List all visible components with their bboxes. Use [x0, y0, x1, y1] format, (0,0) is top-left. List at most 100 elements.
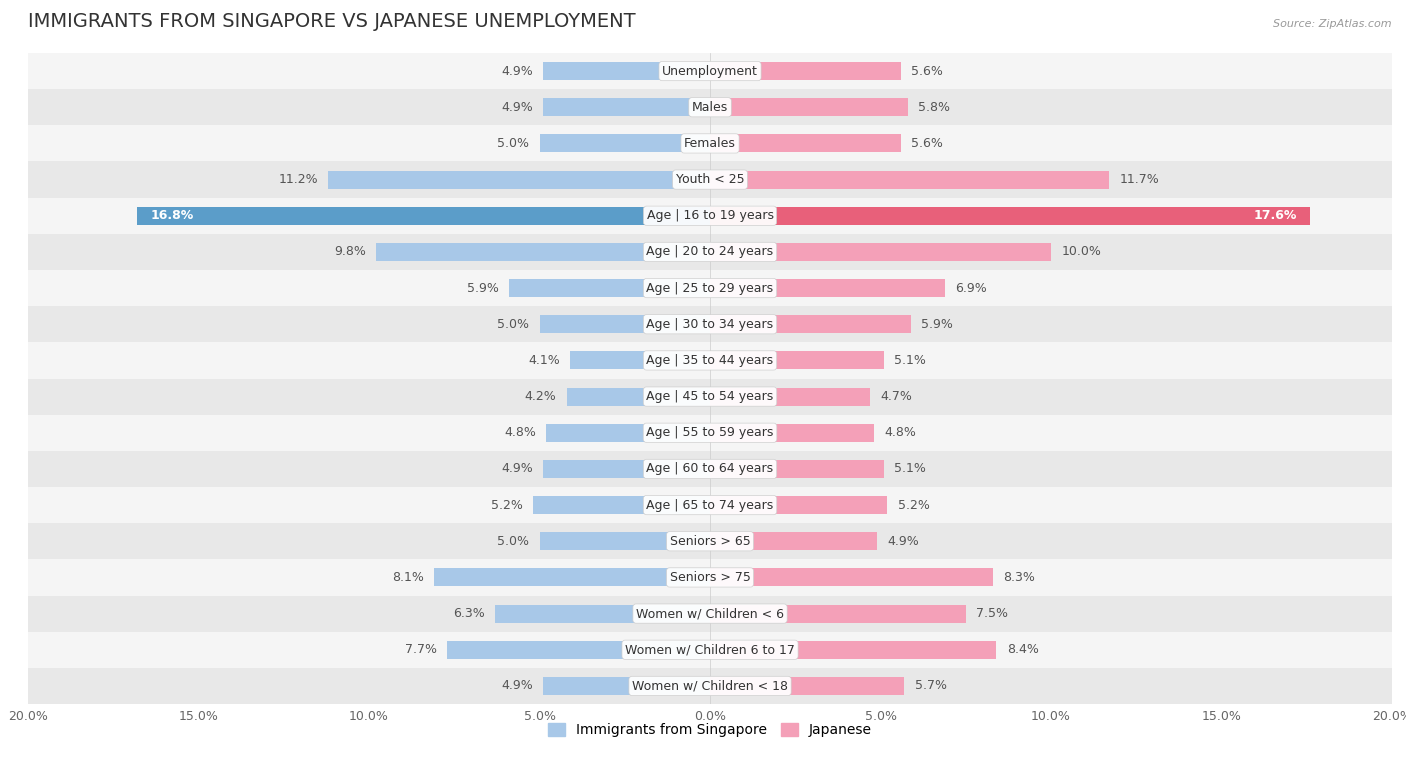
Bar	[567, 388, 710, 406]
Text: 5.2%: 5.2%	[897, 499, 929, 512]
Text: 4.9%: 4.9%	[887, 534, 920, 548]
Text: Males: Males	[692, 101, 728, 114]
Bar	[710, 460, 884, 478]
Bar	[28, 415, 1392, 451]
Bar	[710, 315, 911, 333]
Text: 5.9%: 5.9%	[467, 282, 499, 294]
Bar	[710, 170, 1109, 188]
Text: 9.8%: 9.8%	[333, 245, 366, 258]
Text: 11.7%: 11.7%	[1119, 173, 1159, 186]
Bar	[28, 342, 1392, 378]
Text: Age | 60 to 64 years: Age | 60 to 64 years	[647, 463, 773, 475]
Text: 5.7%: 5.7%	[915, 680, 946, 693]
Bar	[28, 559, 1392, 596]
Text: 4.2%: 4.2%	[524, 390, 557, 403]
Bar	[710, 98, 908, 117]
Bar	[509, 279, 710, 298]
Bar	[710, 677, 904, 695]
Bar	[328, 170, 710, 188]
Bar	[710, 62, 901, 80]
Text: 11.2%: 11.2%	[278, 173, 318, 186]
Text: 5.8%: 5.8%	[918, 101, 950, 114]
Text: 4.9%: 4.9%	[501, 64, 533, 77]
Bar	[28, 523, 1392, 559]
Text: Age | 55 to 59 years: Age | 55 to 59 years	[647, 426, 773, 439]
Bar	[710, 569, 993, 587]
Text: Women w/ Children 6 to 17: Women w/ Children 6 to 17	[626, 643, 794, 656]
Text: 10.0%: 10.0%	[1062, 245, 1101, 258]
Bar	[28, 596, 1392, 631]
Legend: Immigrants from Singapore, Japanese: Immigrants from Singapore, Japanese	[543, 718, 877, 743]
Text: 6.9%: 6.9%	[956, 282, 987, 294]
Bar	[710, 279, 945, 298]
Bar	[710, 532, 877, 550]
Bar	[540, 532, 710, 550]
Text: Age | 16 to 19 years: Age | 16 to 19 years	[647, 209, 773, 223]
Text: 4.9%: 4.9%	[501, 680, 533, 693]
Bar	[543, 460, 710, 478]
Text: Youth < 25: Youth < 25	[676, 173, 744, 186]
Bar	[28, 198, 1392, 234]
Bar	[710, 496, 887, 514]
Text: 8.4%: 8.4%	[1007, 643, 1039, 656]
Bar	[447, 640, 710, 659]
Text: 6.3%: 6.3%	[453, 607, 485, 620]
Text: Seniors > 75: Seniors > 75	[669, 571, 751, 584]
Text: 5.6%: 5.6%	[911, 64, 943, 77]
Bar	[28, 668, 1392, 704]
Text: Age | 25 to 29 years: Age | 25 to 29 years	[647, 282, 773, 294]
Text: Age | 45 to 54 years: Age | 45 to 54 years	[647, 390, 773, 403]
Bar	[28, 270, 1392, 306]
Bar	[375, 243, 710, 261]
Text: Age | 35 to 44 years: Age | 35 to 44 years	[647, 354, 773, 367]
Text: Females: Females	[685, 137, 735, 150]
Text: 5.0%: 5.0%	[498, 318, 529, 331]
Text: Age | 30 to 34 years: Age | 30 to 34 years	[647, 318, 773, 331]
Bar	[138, 207, 710, 225]
Bar	[533, 496, 710, 514]
Bar	[495, 605, 710, 622]
Text: IMMIGRANTS FROM SINGAPORE VS JAPANESE UNEMPLOYMENT: IMMIGRANTS FROM SINGAPORE VS JAPANESE UN…	[28, 12, 636, 31]
Bar	[710, 135, 901, 152]
Bar	[540, 315, 710, 333]
Text: 7.7%: 7.7%	[405, 643, 437, 656]
Bar	[28, 89, 1392, 126]
Bar	[28, 306, 1392, 342]
Text: 5.1%: 5.1%	[894, 463, 927, 475]
Bar	[28, 234, 1392, 270]
Text: 5.0%: 5.0%	[498, 534, 529, 548]
Text: 5.0%: 5.0%	[498, 137, 529, 150]
Text: Seniors > 65: Seniors > 65	[669, 534, 751, 548]
Bar	[710, 243, 1052, 261]
Bar	[543, 62, 710, 80]
Bar	[28, 126, 1392, 161]
Text: 5.2%: 5.2%	[491, 499, 523, 512]
Bar	[710, 207, 1310, 225]
Text: 5.1%: 5.1%	[894, 354, 927, 367]
Text: Age | 65 to 74 years: Age | 65 to 74 years	[647, 499, 773, 512]
Text: 4.7%: 4.7%	[880, 390, 912, 403]
Text: Age | 20 to 24 years: Age | 20 to 24 years	[647, 245, 773, 258]
Bar	[547, 424, 710, 442]
Text: 8.1%: 8.1%	[392, 571, 423, 584]
Bar	[710, 388, 870, 406]
Text: Source: ZipAtlas.com: Source: ZipAtlas.com	[1274, 19, 1392, 29]
Bar	[28, 631, 1392, 668]
Text: Women w/ Children < 6: Women w/ Children < 6	[636, 607, 785, 620]
Text: 4.8%: 4.8%	[505, 426, 536, 439]
Bar	[540, 135, 710, 152]
Bar	[28, 161, 1392, 198]
Bar	[710, 605, 966, 622]
Text: 8.3%: 8.3%	[1004, 571, 1035, 584]
Bar	[543, 98, 710, 117]
Text: 4.8%: 4.8%	[884, 426, 915, 439]
Text: 17.6%: 17.6%	[1253, 209, 1296, 223]
Text: Unemployment: Unemployment	[662, 64, 758, 77]
Text: 4.1%: 4.1%	[529, 354, 560, 367]
Bar	[28, 53, 1392, 89]
Text: 4.9%: 4.9%	[501, 101, 533, 114]
Bar	[434, 569, 710, 587]
Bar	[710, 640, 997, 659]
Text: 5.9%: 5.9%	[921, 318, 953, 331]
Bar	[710, 424, 873, 442]
